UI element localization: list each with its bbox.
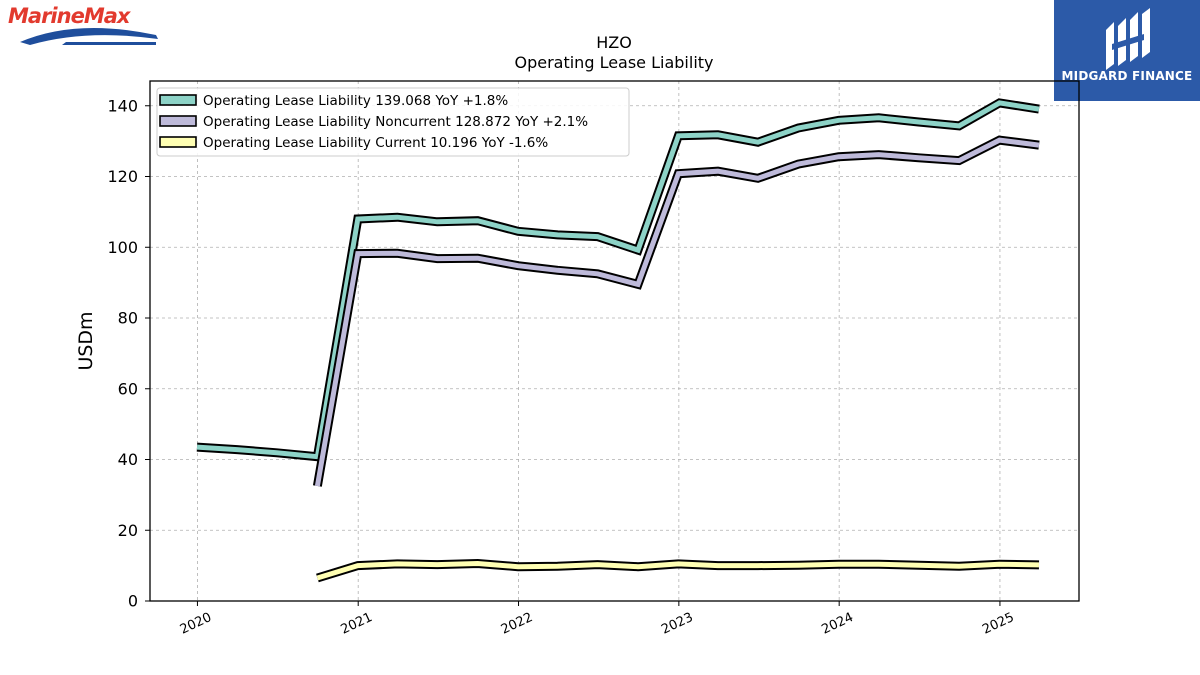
y-tick-label: 100 <box>107 238 138 257</box>
x-tick-label: 2023 <box>659 610 695 638</box>
y-tick-label: 20 <box>118 521 138 540</box>
series-line <box>316 560 1040 581</box>
chart-title: HZO <box>596 33 632 52</box>
series-line-outline <box>312 135 1040 487</box>
plot-area-frame <box>149 80 1080 602</box>
y-tick-label: 80 <box>118 309 138 328</box>
y-axis: 0 20 40 60 80 100 120 140 <box>107 96 150 611</box>
y-tick-label: 60 <box>118 379 138 398</box>
legend: Operating Lease Liability 139.068 YoY +1… <box>156 87 630 157</box>
legend-swatch <box>159 115 197 127</box>
series-line <box>314 137 1040 487</box>
y-axis-label: USDm <box>75 311 97 370</box>
x-tick-label: 2020 <box>178 610 214 638</box>
x-tick-label: 2025 <box>980 610 1016 638</box>
y-tick-label: 40 <box>118 450 138 469</box>
legend-box <box>156 87 630 157</box>
chart-subtitle: Operating Lease Liability <box>514 53 713 72</box>
legend-swatch <box>159 94 197 106</box>
midgard-finance-label: MIDGARD FINANCE <box>1061 69 1193 83</box>
y-tick-label: 0 <box>128 592 138 611</box>
marinemax-logo: MarineMax <box>6 4 166 46</box>
series-1 <box>312 135 1040 487</box>
x-tick-label: 2021 <box>339 610 375 638</box>
y-tick-label: 120 <box>107 167 138 186</box>
x-axis: 2020 2021 2022 2023 2024 2025 <box>178 601 1017 638</box>
legend-label: Operating Lease Liability Current 10.196… <box>203 135 548 151</box>
series-2 <box>316 558 1040 583</box>
y-tick-label: 140 <box>107 96 138 115</box>
series-0 <box>196 98 1040 462</box>
marinemax-wordmark: MarineMax <box>8 4 130 28</box>
midgard-finance-badge: MIDGARD FINANCE <box>1054 0 1200 101</box>
x-tick-label: 2024 <box>820 610 856 638</box>
series-lines <box>196 98 1040 583</box>
series-line <box>196 100 1040 460</box>
x-tick-label: 2022 <box>499 610 535 638</box>
legend-label: Operating Lease Liability Noncurrent 128… <box>203 114 588 130</box>
legend-swatch <box>159 136 197 148</box>
midgard-monogram-icon <box>1106 8 1150 70</box>
marinemax-wave-icon <box>20 27 158 45</box>
legend-label: Operating Lease Liability 139.068 YoY +1… <box>203 93 508 109</box>
